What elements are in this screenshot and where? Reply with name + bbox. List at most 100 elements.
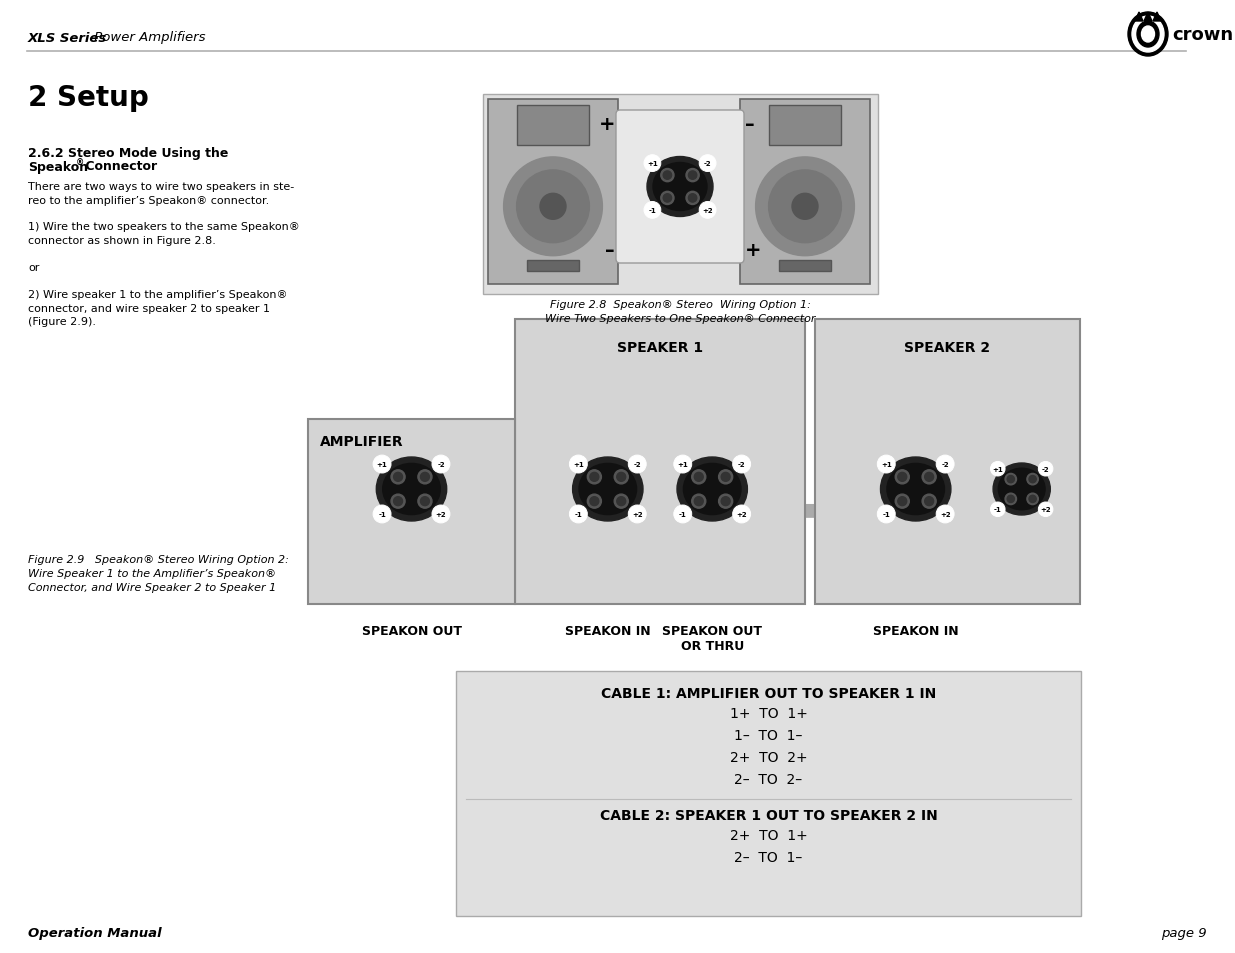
Circle shape [936,456,955,474]
Text: +1: +1 [377,461,388,468]
Text: Figure 2.9   Speakon® Stereo Wiring Option 2:
Wire Speaker 1 to the Amplifier’s : Figure 2.9 Speakon® Stereo Wiring Option… [28,555,289,593]
FancyBboxPatch shape [488,100,618,285]
Text: (Figure 2.9).: (Figure 2.9). [28,316,96,327]
Text: +1: +1 [881,461,892,468]
Text: SPEAKON OUT
OR THRU: SPEAKON OUT OR THRU [662,624,762,652]
Ellipse shape [677,457,747,521]
Circle shape [936,505,955,523]
Text: +2: +2 [940,512,951,517]
Circle shape [417,471,432,484]
Circle shape [432,505,450,523]
Circle shape [898,497,906,506]
Text: +1: +1 [677,461,688,468]
Circle shape [616,473,626,482]
Ellipse shape [653,163,706,212]
Circle shape [663,194,672,203]
Ellipse shape [579,464,636,515]
Circle shape [590,473,599,482]
Text: 2–  TO  1–: 2– TO 1– [735,851,803,864]
Ellipse shape [1137,22,1158,48]
Ellipse shape [887,464,945,515]
Text: -1: -1 [882,512,890,517]
Circle shape [504,158,603,256]
FancyBboxPatch shape [456,671,1081,916]
FancyBboxPatch shape [517,106,589,146]
Polygon shape [1135,13,1144,22]
Circle shape [432,456,450,474]
Circle shape [692,495,705,509]
Text: +1: +1 [647,161,658,167]
Circle shape [588,495,601,509]
Text: +1: +1 [573,461,584,468]
Text: 2–  TO  2–: 2– TO 2– [735,772,803,786]
Circle shape [895,495,909,509]
Ellipse shape [993,463,1050,516]
Circle shape [420,473,430,482]
Circle shape [616,497,626,506]
Text: 2+  TO  1+: 2+ TO 1+ [730,828,808,842]
Circle shape [643,202,661,219]
Text: CABLE 1: AMPLIFIER OUT TO SPEAKER 1 IN: CABLE 1: AMPLIFIER OUT TO SPEAKER 1 IN [601,686,936,700]
Circle shape [588,471,601,484]
Text: -2: -2 [437,461,445,468]
Text: crown: crown [1172,26,1233,44]
Text: +2: +2 [436,512,446,517]
Text: or: or [28,263,40,273]
Text: connector as shown in Figure 2.8.: connector as shown in Figure 2.8. [28,235,216,246]
Text: connector, and wire speaker 2 to speaker 1: connector, and wire speaker 2 to speaker… [28,303,270,314]
Text: -1: -1 [574,512,582,517]
Circle shape [877,505,895,523]
Text: –: – [605,240,615,259]
Circle shape [1029,496,1036,503]
Text: AMPLIFIER: AMPLIFIER [320,435,404,449]
Circle shape [417,495,432,509]
Circle shape [391,495,405,509]
Circle shape [674,456,692,474]
Text: Power Amplifiers: Power Amplifiers [90,31,205,45]
Circle shape [394,497,403,506]
Circle shape [661,170,674,183]
Circle shape [394,473,403,482]
Text: -2: -2 [737,461,746,468]
Text: +2: +2 [1040,507,1051,513]
Ellipse shape [647,157,713,217]
Circle shape [685,170,699,183]
Circle shape [569,505,588,523]
Circle shape [569,456,588,474]
Circle shape [990,502,1005,517]
Text: +: + [599,115,615,134]
Ellipse shape [1141,27,1155,43]
Circle shape [721,497,730,506]
Circle shape [1039,502,1053,517]
Circle shape [685,193,699,205]
Text: -2: -2 [704,161,711,167]
Text: SPEAKER 2: SPEAKER 2 [904,340,990,355]
Text: Operation Manual: Operation Manual [28,926,162,940]
Circle shape [732,505,751,523]
Text: +2: +2 [632,512,642,517]
FancyBboxPatch shape [308,419,515,604]
Circle shape [694,497,703,506]
Ellipse shape [383,464,441,515]
Text: SPEAKON OUT: SPEAKON OUT [362,624,462,638]
Text: -2: -2 [1042,466,1050,473]
Circle shape [1007,476,1014,483]
Circle shape [373,456,391,474]
Text: Connector: Connector [82,160,157,173]
Circle shape [719,495,732,509]
Circle shape [990,462,1005,476]
Text: +1: +1 [993,466,1003,473]
FancyBboxPatch shape [527,261,579,272]
Circle shape [923,471,936,484]
Text: SPEAKON IN: SPEAKON IN [873,624,958,638]
Circle shape [719,471,732,484]
Polygon shape [1153,13,1161,22]
Circle shape [925,473,934,482]
Ellipse shape [998,469,1045,510]
Circle shape [540,194,566,220]
FancyBboxPatch shape [616,111,743,264]
Text: 2 Setup: 2 Setup [28,84,148,112]
Text: 2.6.2 Stereo Mode Using the: 2.6.2 Stereo Mode Using the [28,147,228,159]
Text: 2+  TO  2+: 2+ TO 2+ [730,750,808,764]
Text: -1: -1 [994,507,1002,513]
